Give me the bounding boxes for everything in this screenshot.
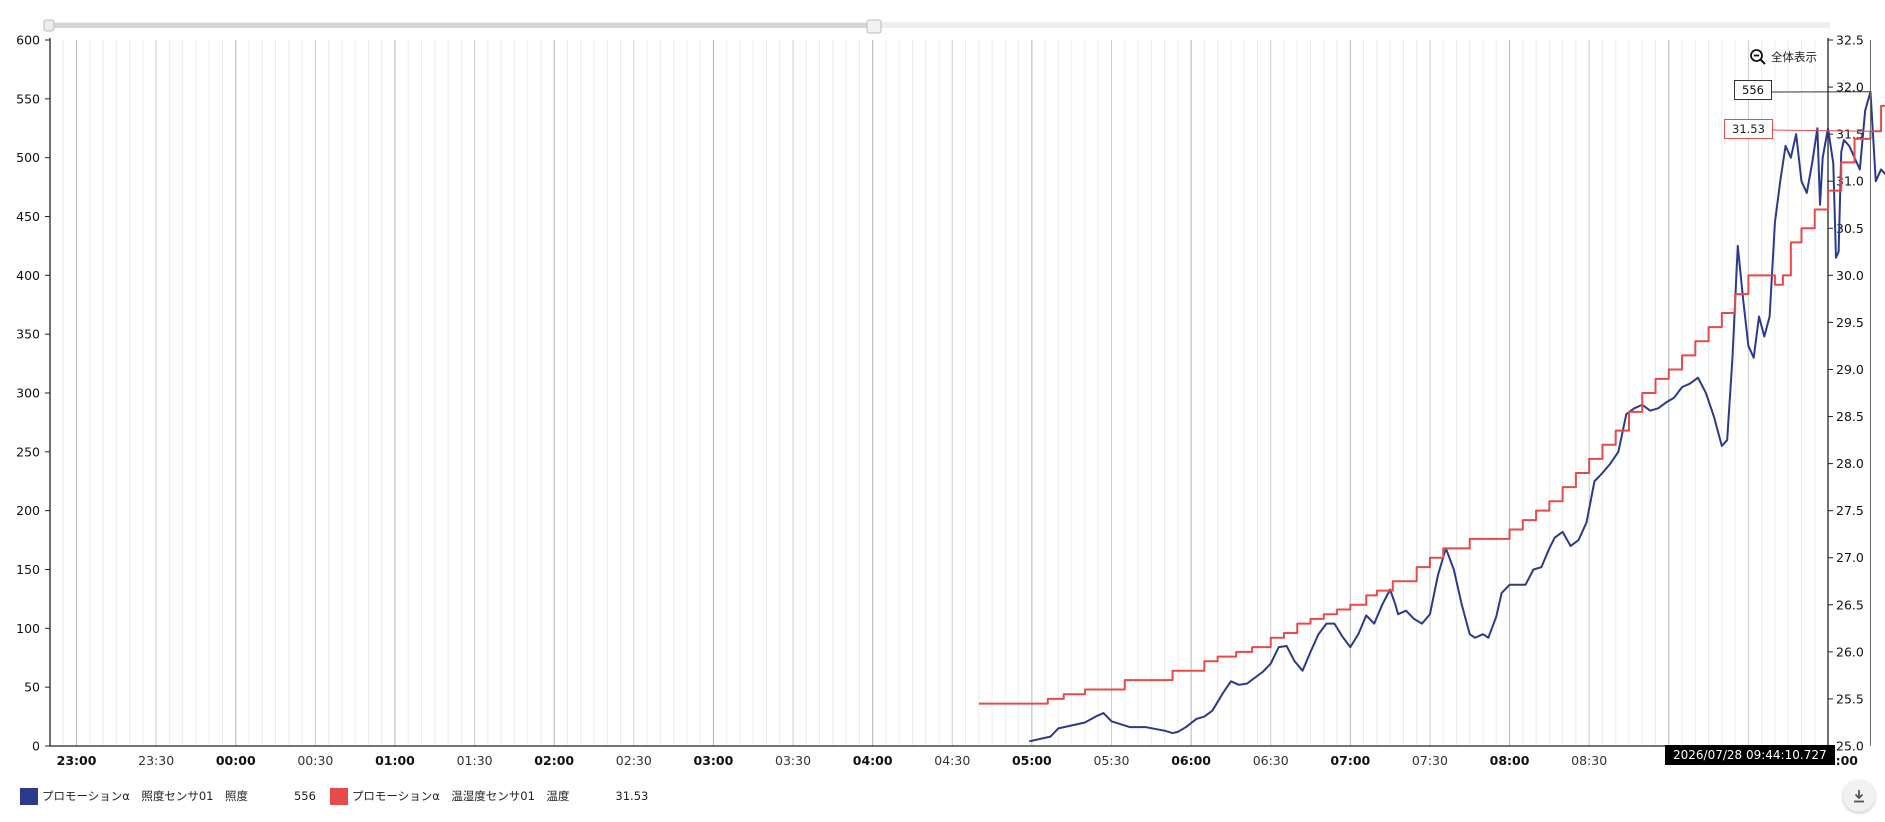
y-right-tick-label: 26.5 [1836, 597, 1864, 612]
x-tick-label: 01:00 [375, 753, 415, 768]
x-tick-label: 23:30 [138, 753, 174, 768]
x-tick-label: 04:00 [853, 753, 893, 768]
y-left-tick-label: 150 [16, 562, 40, 577]
scrollbar-left-handle[interactable] [44, 20, 54, 31]
x-tick-label: 23:00 [57, 753, 97, 768]
y-left-tick-label: 200 [16, 503, 40, 518]
y-left-tick-label: 600 [16, 33, 40, 48]
y-left-tick-label: 100 [16, 621, 40, 636]
y-right-tick-label: 28.0 [1836, 456, 1864, 471]
x-tick-label: 08:00 [1490, 753, 1530, 768]
x-tick-label: 03:30 [775, 753, 811, 768]
x-tick-label: 02:30 [616, 753, 652, 768]
download-button[interactable] [1843, 780, 1875, 812]
legend-label-temperature: プロモーションα 温湿度センサ01 温度 [352, 788, 569, 804]
y-right-tick-label: 27.0 [1836, 550, 1864, 565]
cursor-timestamp: 2026/07/28 09:44:10.727 [1665, 745, 1835, 765]
x-tick-label: 03:00 [694, 753, 734, 768]
legend-item-illuminance[interactable]: プロモーションα 照度センサ01 照度 556 [20, 788, 330, 805]
y-left-tick-label: 400 [16, 268, 40, 283]
y-right-tick-label: 25.5 [1836, 691, 1864, 706]
y-left-tick-label: 0 [32, 739, 40, 754]
y-right-tick-label: 26.0 [1836, 644, 1864, 659]
tooltip-illuminance: 556 [1734, 80, 1772, 100]
legend-value-temperature: 31.53 [615, 789, 648, 803]
range-scrollbar[interactable] [44, 20, 1830, 33]
x-tick-label: 04:30 [934, 753, 970, 768]
y-right-tick-label: 30.0 [1836, 268, 1864, 283]
legend-swatch-illuminance [20, 788, 38, 805]
y-right-tick-label: 29.5 [1836, 315, 1864, 330]
y-left-tick-label: 500 [16, 150, 40, 165]
x-tick-label: 07:30 [1412, 753, 1448, 768]
zoom-reset-button[interactable]: 全体表示 [1749, 48, 1817, 66]
x-tick-label: 07:00 [1330, 753, 1370, 768]
x-tick-label: 06:30 [1253, 753, 1289, 768]
y-left-tick-label: 550 [16, 91, 40, 106]
x-tick-label: 01:30 [457, 753, 493, 768]
y-right-tick-label: 29.0 [1836, 362, 1864, 377]
x-tick-label: 05:30 [1093, 753, 1129, 768]
y-left-tick-label: 300 [16, 386, 40, 401]
legend-swatch-temperature [330, 788, 348, 805]
zoom-out-icon [1749, 48, 1767, 66]
scrollbar-right-handle[interactable] [867, 20, 881, 33]
series-line-illuminance [1029, 92, 1885, 742]
legend-value-illuminance: 556 [294, 789, 316, 803]
grid [50, 40, 1828, 746]
y-right-tick-label: 28.5 [1836, 409, 1864, 424]
y-right-tick-label: 27.5 [1836, 503, 1864, 518]
x-tick-label: 02:00 [534, 753, 574, 768]
x-tick-label: 00:00 [216, 753, 256, 768]
legend-item-temperature[interactable]: プロモーションα 温湿度センサ01 温度 31.53 [330, 788, 662, 805]
tooltip-temperature: 31.53 [1724, 119, 1773, 139]
y-left-tick-label: 250 [16, 444, 40, 459]
series [979, 87, 1885, 741]
y-left-tick-label: 350 [16, 327, 40, 342]
y-right-tick-label: 32.5 [1836, 33, 1864, 48]
x-tick-label: 05:00 [1012, 753, 1052, 768]
x-tick-label: 00:30 [297, 753, 333, 768]
y-left-tick-label: 450 [16, 209, 40, 224]
legend-label-illuminance: プロモーションα 照度センサ01 照度 [42, 788, 248, 804]
axes: 0 50 100 150 200 250 300 350 400 450 500 550 600 25.0… [16, 33, 1864, 769]
scrollbar-thumb[interactable] [52, 23, 872, 28]
legend: プロモーションα 照度センサ01 照度 556 プロモーションα 温湿度センサ0… [20, 786, 662, 806]
y-right-tick-label: 25.0 [1836, 739, 1864, 754]
download-icon [1852, 789, 1866, 803]
zoom-reset-label: 全体表示 [1771, 49, 1817, 65]
series-line-temperature [979, 87, 1885, 704]
x-tick-label: 08:30 [1571, 753, 1607, 768]
x-tick-label: 06:00 [1171, 753, 1211, 768]
y-left-tick-label: 50 [24, 680, 40, 695]
